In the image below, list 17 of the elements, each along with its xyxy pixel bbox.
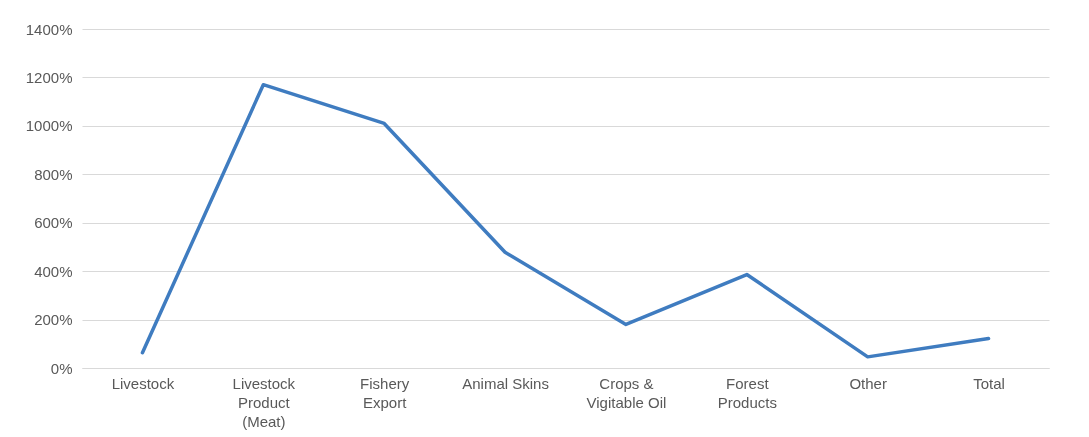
x-tick-label: Other — [849, 374, 887, 392]
x-tick-label: Forest Products — [717, 374, 777, 411]
y-tick-label: 800% — [34, 165, 73, 183]
x-tick-label: Livestock Product (Meat) — [232, 374, 296, 430]
x-tick-label: Crops & Vigitable Oil — [586, 374, 667, 411]
y-tick-label: 600% — [34, 214, 73, 232]
x-tick-label: Livestock — [111, 374, 175, 392]
x-tick-label: Animal Skins — [462, 374, 549, 392]
x-tick-label: Fishery Export — [360, 374, 410, 411]
x-tick-label: Total — [973, 374, 1005, 392]
y-tick-label: 1400% — [25, 20, 73, 38]
line-series — [140, 82, 991, 359]
y-tick-label: 200% — [34, 311, 73, 329]
y-tick-label: 1200% — [25, 68, 73, 86]
y-tick-label: 400% — [34, 262, 73, 280]
y-tick-label: 0% — [50, 359, 73, 377]
y-tick-label: 1000% — [25, 117, 73, 135]
